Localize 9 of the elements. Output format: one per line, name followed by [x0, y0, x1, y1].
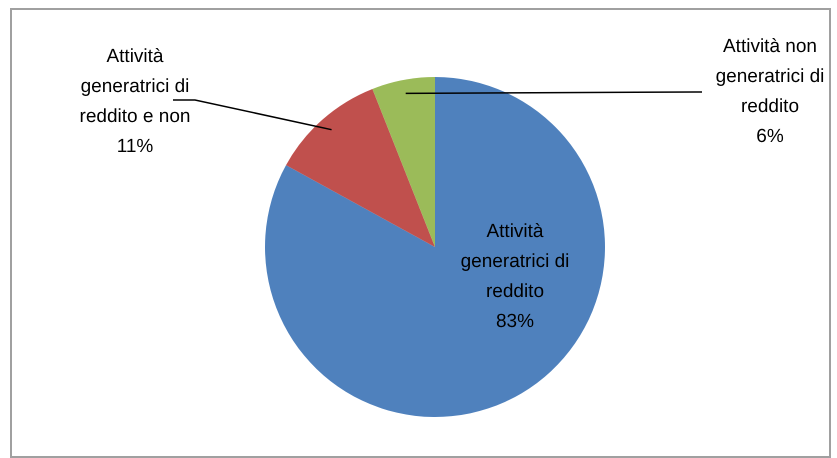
slice-label: Attività non generatrici di reddito	[716, 36, 824, 117]
pie-slice	[286, 88, 435, 247]
pie-slice	[372, 77, 435, 247]
pie-slice	[265, 77, 605, 417]
slice-label: Attività generatrici di reddito e non	[80, 46, 190, 127]
slice-label: Attività generatrici di reddito	[460, 221, 570, 302]
data-label: 83%	[496, 311, 534, 332]
data-label: 11%	[116, 136, 154, 157]
data-label: 6%	[756, 126, 784, 147]
